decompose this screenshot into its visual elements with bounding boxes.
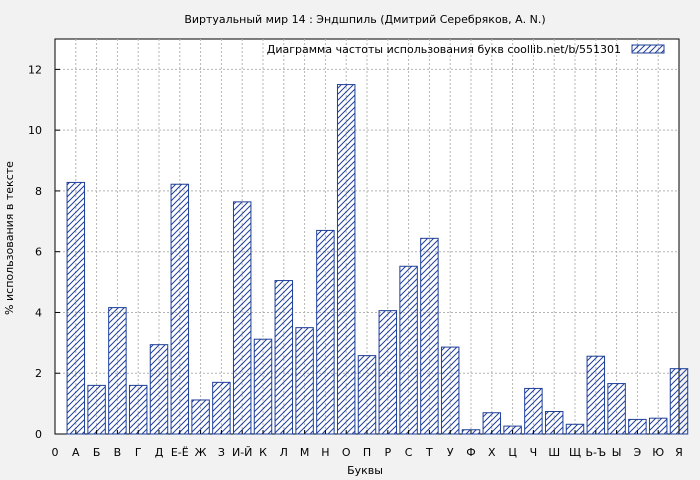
x-axis-label: Буквы xyxy=(347,464,383,477)
x-tick-label: Ч xyxy=(530,446,538,459)
x-tick-label: С xyxy=(405,446,413,459)
x-tick-label: 0 xyxy=(52,446,59,459)
y-tick-label: 2 xyxy=(35,367,42,380)
x-tick-label: Ы xyxy=(612,446,622,459)
x-tick-label: Б xyxy=(93,446,101,459)
y-tick-label: 10 xyxy=(28,124,42,137)
x-tick-label: И-Й xyxy=(232,446,252,459)
legend-label: Диаграмма частоты использования букв coo… xyxy=(267,43,621,56)
x-tick-label: Л xyxy=(280,446,288,459)
x-tick-label: М xyxy=(300,446,310,459)
x-tick-label: Н xyxy=(321,446,329,459)
x-tick-label: Ж xyxy=(195,446,207,459)
bar xyxy=(232,201,252,435)
x-tick-label: Д xyxy=(155,446,164,459)
bar xyxy=(191,399,210,435)
y-axis-label: % использования в тексте xyxy=(3,161,16,315)
x-tick-label: Э xyxy=(634,446,642,459)
x-tick-label: Х xyxy=(488,446,496,459)
bar xyxy=(524,387,543,435)
x-tick-label: Т xyxy=(425,446,433,459)
x-tick-label: Ш xyxy=(548,446,560,459)
bar xyxy=(128,384,148,435)
bar xyxy=(274,280,294,435)
x-tick-label: Ь-Ъ xyxy=(585,446,606,459)
bar xyxy=(87,384,106,435)
x-tick-label: П xyxy=(363,446,371,459)
x-tick-label: Щ xyxy=(569,446,581,459)
x-tick-label: Е-Ё xyxy=(171,446,189,459)
y-tick-label: 12 xyxy=(28,63,42,76)
bar xyxy=(420,237,439,435)
y-axis: 0 2 4 6 8 10 12 xyxy=(28,63,60,441)
bar xyxy=(253,338,273,435)
y-tick-label: 4 xyxy=(35,306,42,319)
y-tick-label: 8 xyxy=(35,185,42,198)
x-tick-label: Ф xyxy=(466,446,475,459)
x-axis: 0 А Б В Г Д Е-Ё Ж З И-Й К Л М Н О П Р С Т У Ф Х Ц Ч Ш Щ Ь-Ъ Ы Э Ю Я xyxy=(52,430,683,459)
bar xyxy=(108,307,127,435)
x-tick-label: Р xyxy=(384,446,391,459)
x-tick-label: Ю xyxy=(652,446,664,459)
bar xyxy=(440,346,460,435)
bar xyxy=(378,310,398,435)
bar xyxy=(295,327,314,435)
bars xyxy=(66,84,689,435)
x-tick-label: З xyxy=(218,446,225,459)
bar xyxy=(607,383,626,435)
bar xyxy=(212,381,231,435)
bar xyxy=(149,344,169,435)
x-tick-label: У xyxy=(447,446,454,459)
bar xyxy=(336,84,356,435)
x-tick-label: Г xyxy=(135,446,142,459)
legend: Диаграмма частоты использования букв coo… xyxy=(267,43,665,56)
y-tick-label: 0 xyxy=(35,428,42,441)
bar xyxy=(170,183,190,435)
x-tick-label: Ц xyxy=(508,446,517,459)
x-tick-label: А xyxy=(72,446,80,459)
bar xyxy=(669,368,689,435)
bar xyxy=(399,265,418,435)
x-tick-label: О xyxy=(342,446,351,459)
y-tick-label: 6 xyxy=(35,246,42,259)
bar xyxy=(586,355,606,435)
bar xyxy=(316,229,335,435)
chart-title: Виртуальный мир 14 : Эндшпиль (Дмитрий С… xyxy=(184,13,545,26)
x-tick-label: В xyxy=(114,446,122,459)
legend-swatch xyxy=(631,44,665,54)
bar xyxy=(357,355,377,435)
bar xyxy=(66,181,86,435)
x-tick-label: Я xyxy=(675,446,683,459)
x-tick-label: К xyxy=(259,446,267,459)
